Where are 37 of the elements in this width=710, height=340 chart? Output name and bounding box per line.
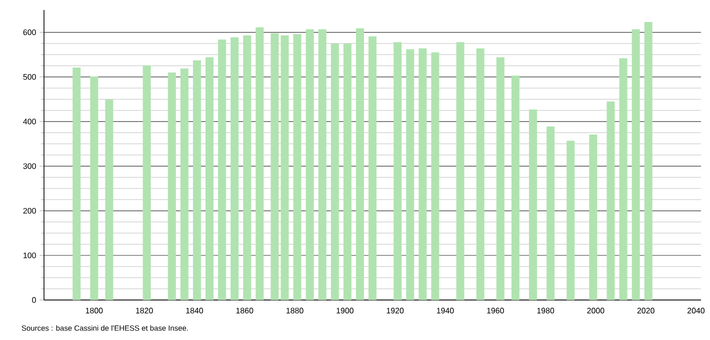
bar: [368, 36, 377, 300]
bar: [406, 49, 414, 300]
bar: [394, 42, 402, 300]
bar: [356, 28, 364, 300]
bar: [496, 57, 504, 300]
bar: [511, 76, 520, 300]
bar: [476, 48, 484, 300]
bar: [280, 35, 289, 300]
bar: [270, 33, 279, 300]
bar: [206, 57, 214, 300]
bar: [431, 52, 440, 300]
bar: [256, 27, 264, 300]
bar: [192, 60, 201, 300]
bar: [619, 58, 628, 300]
bar: [218, 39, 226, 300]
bar: [72, 68, 81, 300]
bar: [330, 43, 339, 300]
bar: [105, 100, 114, 300]
bar: [456, 42, 464, 300]
bar: [606, 101, 615, 300]
bar: [546, 126, 555, 300]
bar: [566, 140, 575, 300]
bar: [343, 43, 352, 300]
bar: [230, 37, 239, 300]
bar: [142, 65, 151, 300]
bar: [589, 134, 598, 300]
bar: [306, 29, 314, 300]
bar: [90, 76, 98, 300]
bar: [293, 34, 302, 300]
bar: [243, 35, 252, 300]
bar: [632, 29, 640, 300]
bar: [644, 22, 652, 300]
bar: [418, 48, 427, 300]
bar: [318, 29, 326, 300]
bar: [168, 72, 176, 300]
bar: [180, 68, 188, 300]
bar: [529, 109, 537, 300]
